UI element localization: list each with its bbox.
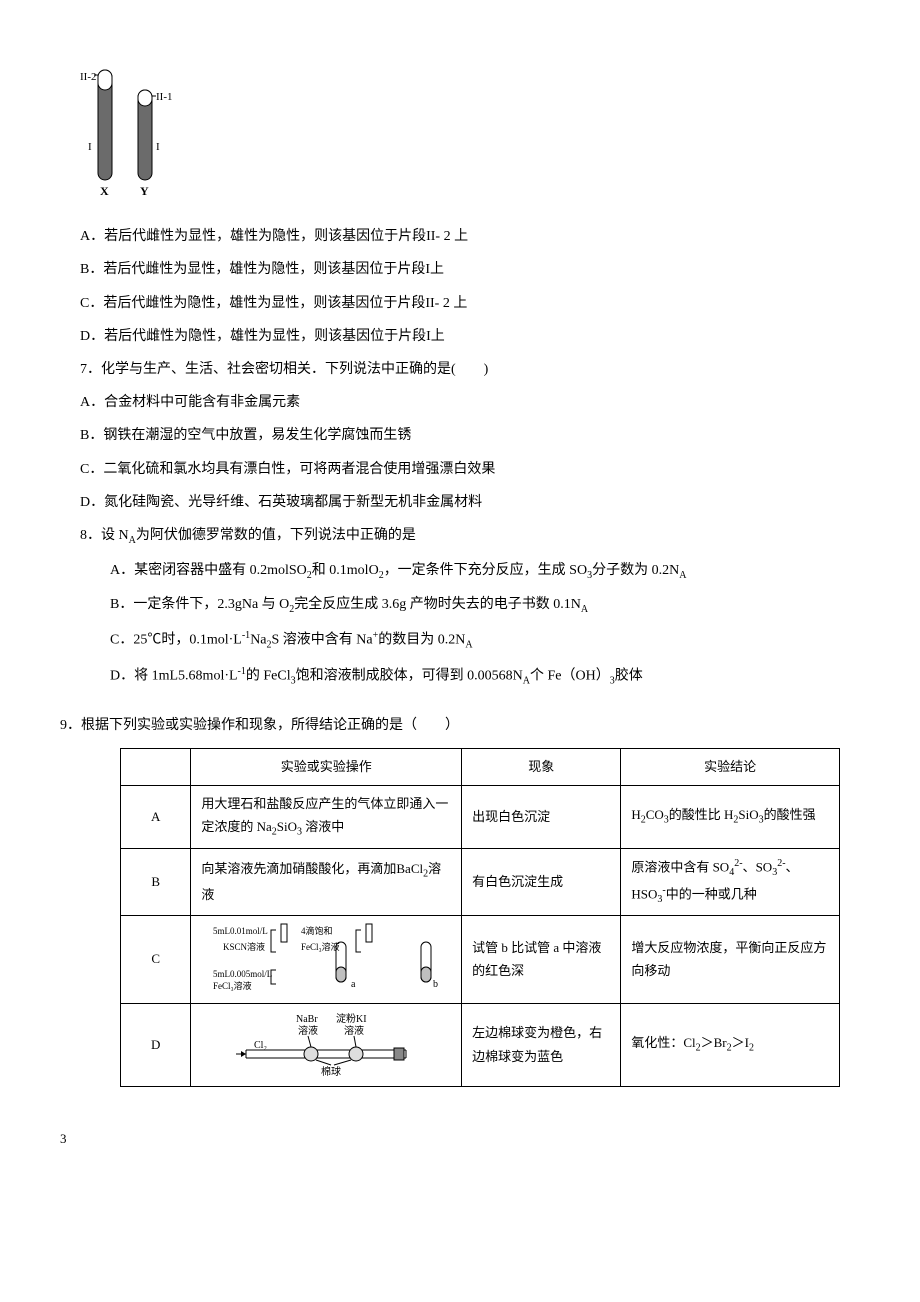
q8-d-1: D．将 1mL5.68mol·L: [110, 668, 238, 683]
q7-option-b: B．钢铁在潮湿的空气中放置，易发生化学腐蚀而生锈: [80, 423, 860, 448]
row-b-op: 向某溶液先滴加硝酸酸化，再滴加BaCl2溶液: [191, 848, 462, 915]
q8-option-b: B．一定条件下，2.3gNa 与 O2完全反应生成 3.6g 产物时失去的电子书…: [110, 592, 860, 619]
row-a-op-2: SiO: [277, 819, 297, 834]
row-b-c3: SO: [756, 859, 773, 874]
q8-c-3: S 溶液中含有 Na: [272, 633, 373, 648]
row-d-op: Cl₂ NaBr 溶液 淀粉KI 溶液 棉球: [191, 1003, 462, 1086]
q6-option-b: B．若后代雌性为显性，雄性为隐性，则该基因位于片段I上: [80, 257, 860, 282]
label-II2: II-2: [80, 71, 97, 83]
q8-stem-suffix: 为阿伏伽德罗常数的值，下列说法中正确的是: [136, 528, 416, 543]
header-blank: [121, 749, 191, 785]
row-c-op: 5mL0.01mol/L KSCN溶液 5mL0.005mol/L FeCl₃溶…: [191, 915, 462, 1003]
c-text2: KSCN溶液: [223, 941, 265, 952]
q8-a-3: ，一定条件下充分反应，生成 SO: [384, 563, 587, 578]
table-row: D Cl₂ NaBr 溶液 淀粉KI 溶液: [121, 1003, 840, 1086]
c-label-a: a: [351, 979, 356, 990]
row-d-label: D: [121, 1003, 191, 1086]
d-sol2: 溶液: [344, 1024, 364, 1037]
q6-option-c: C．若后代雌性为隐性，雄性为显性，则该基因位于片段II- 2 上: [80, 291, 860, 316]
q8-option-a: A．某密闭容器中盛有 0.2molSO2和 0.1molO2，一定条件下充分反应…: [110, 558, 860, 585]
row-b-c2: 、: [743, 859, 756, 874]
q8-b-1: B．一定条件下，2.3gNa 与 O: [110, 597, 289, 612]
row-a-c2: CO: [646, 807, 664, 822]
row-d-c2: ＞Br: [701, 1035, 727, 1050]
q8-stem-prefix: 8．设 N: [80, 528, 129, 543]
q7-option-d: D．氮化硅陶瓷、光导纤维、石英玻璃都属于新型无机非金属材料: [80, 490, 860, 515]
q8-a-4: 分子数为 0.2N: [592, 563, 679, 578]
q6-option-d: D．若后代雌性为隐性，雄性为显性，则该基因位于片段I上: [80, 324, 860, 349]
row-a-op: 用大理石和盐酸反应产生的气体立即通入一定浓度的 Na2SiO3 溶液中: [191, 785, 462, 848]
row-a-concl: H2CO3的酸性比 H2SiO3的酸性强: [621, 785, 840, 848]
q8-d-3: 饱和溶液制成胶体，可得到 0.00568N: [296, 668, 523, 683]
q8-d-4: 个 Fe（OH）: [530, 668, 610, 683]
q8-a-1: A．某密闭容器中盛有 0.2molSO: [110, 563, 307, 578]
d-ki: 淀粉KI: [336, 1012, 367, 1025]
q8-stem: 8．设 NA为阿伏伽德罗常数的值，下列说法中正确的是: [80, 523, 860, 550]
row-a-c4: SiO: [738, 807, 758, 822]
q8-d-2: 的 FeCl: [246, 668, 291, 683]
d-cotton: 棉球: [321, 1065, 341, 1078]
q9-stem: 9．根据下列实验或实验操作和现象，所得结论正确的是（ ）: [60, 713, 860, 738]
label-I-right: I: [156, 141, 160, 153]
row-c-diagram: 5mL0.01mol/L KSCN溶液 5mL0.005mol/L FeCl₃溶…: [211, 922, 441, 997]
q7-stem: 7．化学与生产、生活、社会密切相关．下列说法中正确的是( ): [80, 357, 860, 382]
q7-option-a: A．合金材料中可能含有非金属元素: [80, 390, 860, 415]
d-sol1: 溶液: [298, 1024, 318, 1037]
table-row: B 向某溶液先滴加硝酸酸化，再滴加BaCl2溶液 有白色沉淀生成 原溶液中含有 …: [121, 848, 840, 915]
c-text5: 4滴饱和: [301, 925, 333, 936]
row-a-c1: H: [631, 807, 640, 822]
page-number: 3: [60, 1127, 860, 1150]
label-Y: Y: [140, 184, 149, 198]
c-text1: 5mL0.01mol/L: [213, 926, 268, 936]
q7-option-c: C．二氧化硫和氯水均具有漂白性，可将两者混合使用增强漂白效果: [80, 457, 860, 482]
q6-option-a: A．若后代雌性为显性，雄性为隐性，则该基因位于片段II- 2 上: [80, 224, 860, 249]
header-phenom: 现象: [462, 749, 621, 785]
q8-d-5: 胶体: [615, 668, 643, 683]
row-b-c1: 原溶液中含有 SO: [631, 859, 729, 874]
row-a-phenom: 出现白色沉淀: [462, 785, 621, 848]
label-II1: II-1: [156, 91, 173, 103]
row-d-c3: ＞I: [732, 1035, 749, 1050]
d-cl2: Cl₂: [254, 1040, 267, 1051]
row-c-phenom: 试管 b 比试管 a 中溶液的红色深: [462, 915, 621, 1003]
label-X: X: [100, 184, 109, 198]
row-a-label: A: [121, 785, 191, 848]
d-nabr: NaBr: [296, 1014, 318, 1025]
row-b-c5: 中的一种或几种: [666, 886, 757, 901]
c-text6: FeCl₃溶液: [301, 941, 340, 952]
row-d-phenom: 左边棉球变为橙色，右边棉球变为蓝色: [462, 1003, 621, 1086]
row-a-c3: 的酸性比 H: [669, 807, 734, 822]
header-concl: 实验结论: [621, 749, 840, 785]
c-text3: 5mL0.005mol/L: [213, 969, 272, 979]
row-b-phenom: 有白色沉淀生成: [462, 848, 621, 915]
q8-option-d: D．将 1mL5.68mol·L-1的 FeCl3饱和溶液制成胶体，可得到 0.…: [110, 663, 860, 690]
row-d-diagram: Cl₂ NaBr 溶液 淀粉KI 溶液 棉球: [226, 1010, 426, 1080]
c-label-b: b: [433, 979, 438, 990]
row-c-label: C: [121, 915, 191, 1003]
row-b-label: B: [121, 848, 191, 915]
q8-c-2: Na: [250, 633, 266, 648]
table-row: A 用大理石和盐酸反应产生的气体立即通入一定浓度的 Na2SiO3 溶液中 出现…: [121, 785, 840, 848]
table-row: C 5mL0.01mol/L KSCN溶液 5mL0.005mol/L FeCl…: [121, 915, 840, 1003]
row-d-c1: 氧化性：Cl: [631, 1035, 695, 1050]
row-b-op-1: 向某溶液先滴加硝酸酸化，再滴加BaCl: [201, 861, 423, 876]
row-b-concl: 原溶液中含有 SO42-、SO32-、HSO3-中的一种或几种: [621, 848, 840, 915]
c-text4: FeCl₃溶液: [213, 980, 252, 991]
row-d-concl: 氧化性：Cl2＞Br2＞I2: [621, 1003, 840, 1086]
q8-a-2: 和 0.1molO: [312, 563, 379, 578]
q8-stem-sub: A: [129, 535, 136, 546]
chromosome-diagram: II-2 II-1 I I X Y: [80, 60, 860, 209]
row-a-op-3: 溶液中: [302, 819, 344, 834]
row-a-c5: 的酸性强: [764, 807, 816, 822]
table-header-row: 实验或实验操作 现象 实验结论: [121, 749, 840, 785]
chromosome-svg: II-2 II-1 I I X Y: [80, 60, 180, 200]
q8-b-2: 完全反应生成 3.6g 产物时失去的电子书数 0.1N: [294, 597, 581, 612]
header-op: 实验或实验操作: [191, 749, 462, 785]
q8-c-1: C．25℃时，0.1mol·L: [110, 633, 242, 648]
q8-c-4: 的数目为 0.2N: [378, 633, 465, 648]
q8-option-c: C．25℃时，0.1mol·L-1Na2S 溶液中含有 Na+的数目为 0.2N…: [110, 627, 860, 654]
row-c-concl: 增大反应物浓度，平衡向正反应方向移动: [621, 915, 840, 1003]
label-I-left: I: [88, 141, 92, 153]
q9-table: 实验或实验操作 现象 实验结论 A 用大理石和盐酸反应产生的气体立即通入一定浓度…: [120, 748, 840, 1086]
